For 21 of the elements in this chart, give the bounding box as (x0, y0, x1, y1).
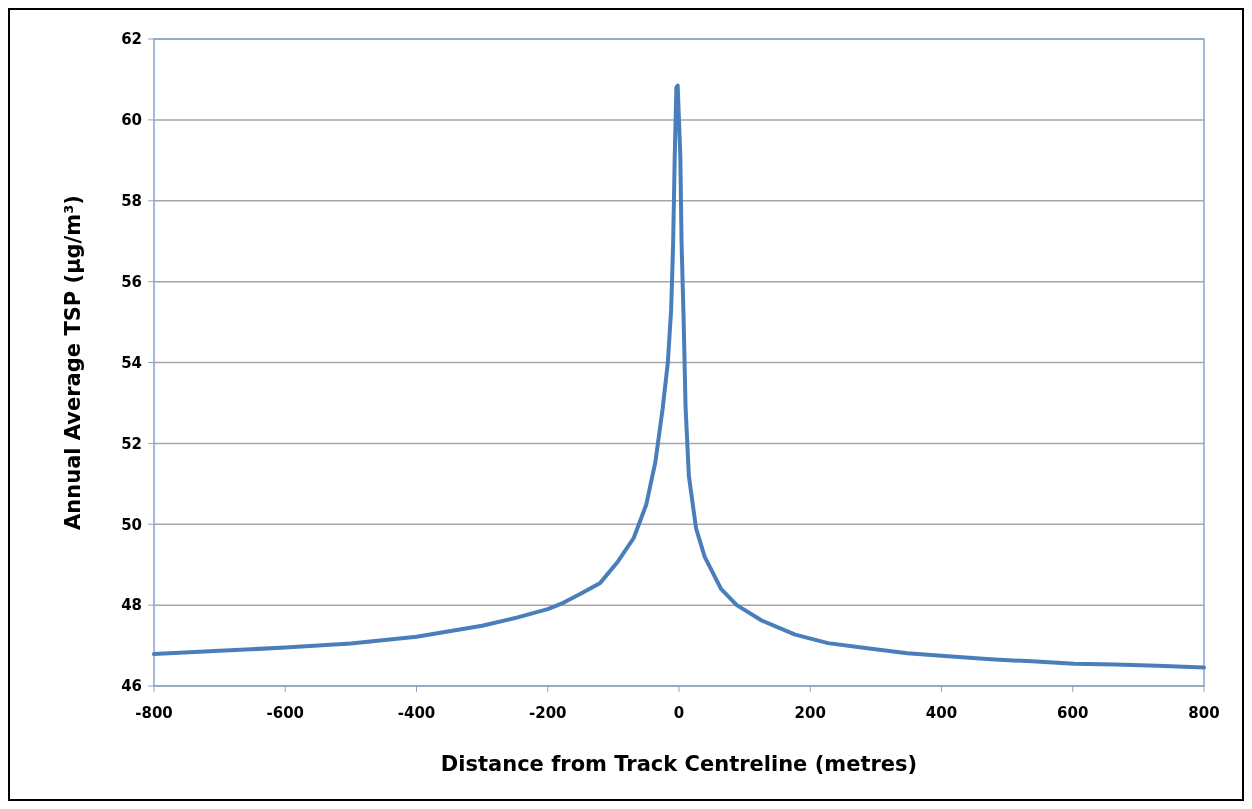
y-tick-label: 50 (121, 515, 142, 534)
y-axis-title: Annual Average TSP (µg/m³) (61, 195, 85, 530)
y-tick-label: 52 (121, 434, 142, 453)
y-tick-label: 60 (121, 111, 142, 130)
x-tick-label: 600 (1057, 704, 1089, 722)
x-axis-title: Distance from Track Centreline (metres) (440, 752, 918, 776)
y-tick-label: 62 (121, 30, 142, 49)
y-tick-label: 56 (121, 272, 142, 291)
x-tick-label: 0 (673, 704, 685, 722)
x-tick-label: 200 (794, 704, 826, 722)
x-tick-label: -800 (135, 704, 173, 722)
line-series (152, 83, 1206, 670)
x-tick-label: 800 (1188, 704, 1220, 722)
y-tick-label: 54 (121, 353, 142, 372)
y-tick-label: 46 (121, 677, 142, 696)
x-tick-label: -400 (397, 704, 436, 722)
x-tick-label: -600 (266, 704, 305, 722)
x-tick-label: -200 (528, 704, 567, 722)
y-tick-label: 58 (121, 192, 142, 210)
x-tick-label: 400 (925, 704, 958, 722)
y-tick-label: 48 (121, 596, 142, 615)
